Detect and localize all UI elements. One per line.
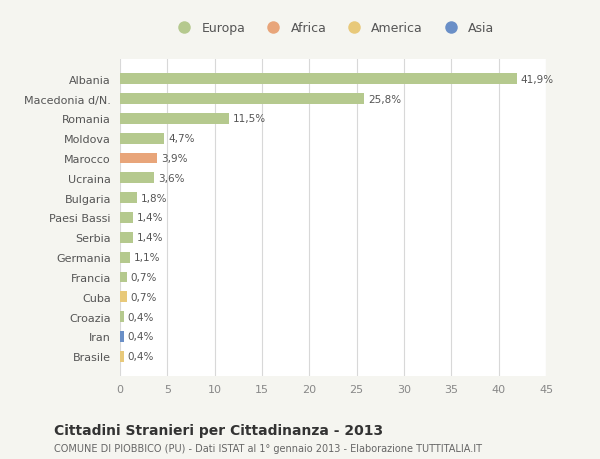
Text: 1,4%: 1,4% (137, 233, 164, 243)
Text: Cittadini Stranieri per Cittadinanza - 2013: Cittadini Stranieri per Cittadinanza - 2… (54, 423, 383, 437)
Bar (120, 312, 124, 322)
Bar (120, 272, 127, 283)
Text: 0,7%: 0,7% (130, 292, 157, 302)
Text: 0,4%: 0,4% (128, 352, 154, 362)
Bar (120, 331, 124, 342)
Legend: Europa, Africa, America, Asia: Europa, Africa, America, Asia (168, 18, 498, 39)
Text: 41,9%: 41,9% (520, 74, 554, 84)
Bar (120, 193, 137, 204)
Text: 0,4%: 0,4% (128, 332, 154, 342)
Bar (120, 134, 164, 144)
Bar (120, 173, 154, 184)
Text: COMUNE DI PIOBBICO (PU) - Dati ISTAT al 1° gennaio 2013 - Elaborazione TUTTITALI: COMUNE DI PIOBBICO (PU) - Dati ISTAT al … (54, 443, 482, 453)
Text: 0,4%: 0,4% (128, 312, 154, 322)
Bar (120, 252, 130, 263)
Bar (120, 153, 157, 164)
Bar (120, 74, 517, 85)
Bar (120, 232, 133, 243)
Bar (120, 213, 133, 224)
Text: 3,9%: 3,9% (161, 154, 187, 164)
Text: 1,1%: 1,1% (134, 252, 161, 263)
Text: 25,8%: 25,8% (368, 94, 401, 104)
Bar (120, 292, 127, 302)
Bar (120, 94, 364, 105)
Bar (120, 114, 229, 124)
Text: 0,7%: 0,7% (130, 272, 157, 282)
Text: 3,6%: 3,6% (158, 174, 184, 184)
Text: 11,5%: 11,5% (233, 114, 266, 124)
Text: 4,7%: 4,7% (168, 134, 195, 144)
Text: 1,8%: 1,8% (141, 193, 167, 203)
Text: 1,4%: 1,4% (137, 213, 164, 223)
Bar (120, 351, 124, 362)
